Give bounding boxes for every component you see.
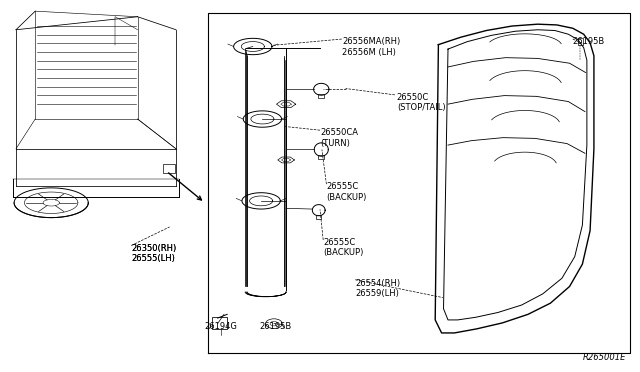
Text: 26194G: 26194G: [204, 322, 237, 331]
Text: 26555C
(BACKUP): 26555C (BACKUP): [326, 182, 367, 202]
Text: R265001E: R265001E: [582, 353, 626, 362]
Bar: [578, 38, 583, 45]
Bar: [319, 155, 324, 159]
Bar: [212, 317, 227, 329]
Bar: [318, 94, 324, 98]
Bar: [163, 164, 175, 173]
Text: 26555C
(BACKUP): 26555C (BACKUP): [323, 238, 364, 257]
Text: 26195B: 26195B: [573, 37, 605, 46]
Text: 26550C
(STOP/TAIL): 26550C (STOP/TAIL): [397, 93, 445, 112]
Text: 26195B: 26195B: [259, 322, 291, 331]
Text: 26350(RH)
26555(LH): 26350(RH) 26555(LH): [131, 244, 177, 263]
Text: 26556MA(RH)
26556M (LH): 26556MA(RH) 26556M (LH): [342, 37, 401, 57]
Text: 26550CA
(TURN): 26550CA (TURN): [320, 128, 358, 148]
Text: 26350(RH)
26555(LH): 26350(RH) 26555(LH): [131, 244, 177, 263]
Bar: [316, 215, 321, 219]
Text: 26554(RH)
26559(LH): 26554(RH) 26559(LH): [355, 279, 401, 298]
